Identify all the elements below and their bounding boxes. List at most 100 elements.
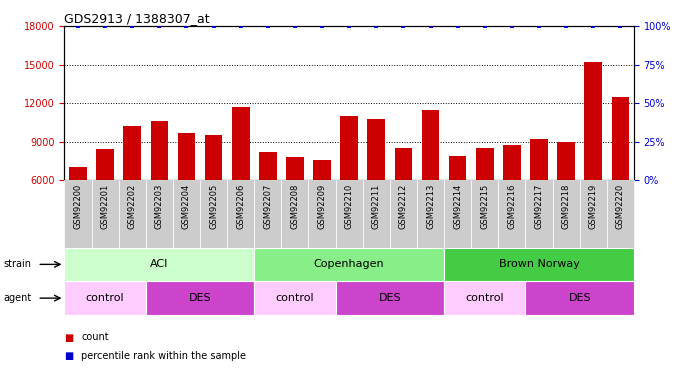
Text: GSM92204: GSM92204 [182, 183, 191, 229]
Point [452, 23, 463, 29]
Point [290, 23, 300, 29]
Bar [530, 139, 548, 257]
Text: strain: strain [3, 260, 31, 269]
Point [73, 23, 83, 29]
Bar [64, 281, 146, 315]
Text: GSM92216: GSM92216 [507, 183, 517, 229]
Text: GSM92211: GSM92211 [372, 183, 381, 229]
Text: GSM92214: GSM92214 [453, 183, 462, 229]
Bar [259, 152, 277, 257]
Point [398, 23, 409, 29]
Text: control: control [466, 293, 504, 303]
Point [561, 23, 572, 29]
Text: Copenhagen: Copenhagen [314, 260, 384, 269]
Bar [146, 281, 254, 315]
Bar [444, 248, 634, 281]
Text: GDS2913 / 1388307_at: GDS2913 / 1388307_at [64, 12, 210, 25]
Text: agent: agent [3, 293, 32, 303]
Bar [254, 180, 281, 248]
Text: GSM92218: GSM92218 [561, 183, 571, 229]
Text: count: count [81, 333, 109, 342]
Text: GSM92207: GSM92207 [263, 183, 273, 229]
Bar [254, 281, 336, 315]
Bar [612, 97, 629, 257]
Bar [64, 180, 92, 248]
Text: GSM92205: GSM92205 [209, 183, 218, 229]
Bar [390, 180, 417, 248]
Bar [607, 180, 634, 248]
Point [534, 23, 544, 29]
Text: Brown Norway: Brown Norway [498, 260, 580, 269]
Point [181, 23, 192, 29]
Bar [336, 180, 363, 248]
Bar [146, 180, 173, 248]
Text: GSM92209: GSM92209 [317, 183, 327, 229]
Bar [557, 142, 575, 257]
Text: GSM92213: GSM92213 [426, 183, 435, 229]
Bar [476, 148, 494, 257]
Bar [444, 180, 471, 248]
Bar [503, 146, 521, 257]
Bar [313, 159, 331, 257]
Bar [173, 180, 200, 248]
Bar [227, 180, 254, 248]
Text: control: control [276, 293, 314, 303]
Text: GSM92219: GSM92219 [589, 183, 598, 229]
Bar [444, 281, 525, 315]
Text: GSM92217: GSM92217 [534, 183, 544, 229]
Point [371, 23, 382, 29]
Text: ■: ■ [64, 351, 74, 361]
Bar [308, 180, 336, 248]
Bar [151, 121, 168, 257]
Point [344, 23, 355, 29]
Point [262, 23, 273, 29]
Text: GSM92212: GSM92212 [399, 183, 408, 229]
Text: GSM92210: GSM92210 [344, 183, 354, 229]
Bar [281, 180, 308, 248]
Bar [525, 180, 553, 248]
Bar [69, 167, 87, 257]
Bar [119, 180, 146, 248]
Bar [64, 248, 254, 281]
Text: percentile rank within the sample: percentile rank within the sample [81, 351, 246, 361]
Bar [123, 126, 141, 257]
Point [208, 23, 219, 29]
Bar [449, 156, 466, 257]
Bar [363, 180, 390, 248]
Bar [92, 180, 119, 248]
Bar [498, 180, 525, 248]
Bar [525, 281, 634, 315]
Text: GSM92200: GSM92200 [73, 183, 83, 229]
Point [317, 23, 327, 29]
Bar [553, 180, 580, 248]
Bar [178, 133, 195, 257]
Text: GSM92206: GSM92206 [236, 183, 245, 229]
Point [425, 23, 436, 29]
Point [127, 23, 138, 29]
Bar [340, 116, 358, 257]
Bar [96, 149, 114, 257]
Point [154, 23, 165, 29]
Text: GSM92203: GSM92203 [155, 183, 164, 229]
Bar [395, 148, 412, 257]
Text: DES: DES [378, 293, 401, 303]
Bar [580, 180, 607, 248]
Bar [422, 110, 439, 257]
Text: GSM92208: GSM92208 [290, 183, 300, 229]
Bar [336, 281, 444, 315]
Point [479, 23, 490, 29]
Point [100, 23, 111, 29]
Bar [205, 135, 222, 257]
Bar [200, 180, 227, 248]
Text: ACI: ACI [150, 260, 169, 269]
Bar [584, 62, 602, 257]
Text: control: control [86, 293, 124, 303]
Text: GSM92215: GSM92215 [480, 183, 490, 229]
Text: DES: DES [568, 293, 591, 303]
Point [506, 23, 517, 29]
Bar [286, 157, 304, 257]
Text: DES: DES [188, 293, 212, 303]
Text: GSM92202: GSM92202 [127, 183, 137, 229]
Point [588, 23, 599, 29]
Text: GSM92201: GSM92201 [100, 183, 110, 229]
